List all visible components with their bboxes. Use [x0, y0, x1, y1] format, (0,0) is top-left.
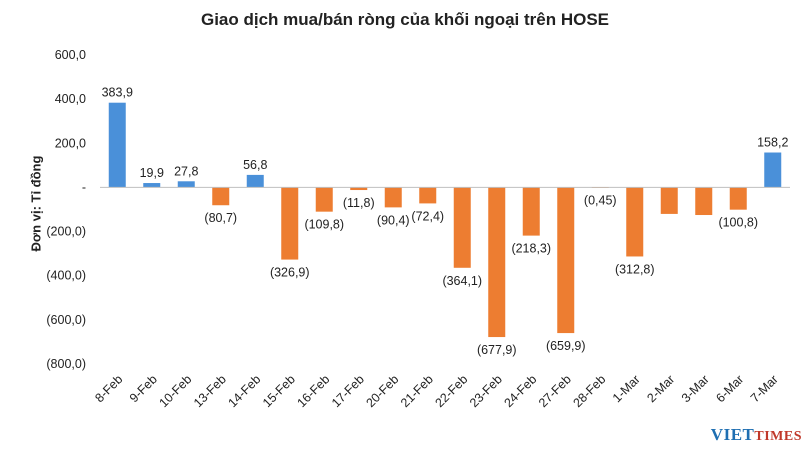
- y-tick-label: -: [82, 180, 86, 194]
- data-label: (218,3): [511, 242, 551, 256]
- x-tick-label: 14-Feb: [225, 372, 263, 410]
- data-label: 383,9: [102, 86, 133, 100]
- bar: [626, 187, 644, 257]
- data-label: (326,9): [270, 266, 310, 280]
- x-tick-label: 6-Mar: [713, 372, 746, 405]
- x-tick-label: 27-Feb: [536, 372, 574, 410]
- bar: [522, 187, 540, 236]
- data-label: 19,9: [140, 166, 164, 180]
- bar: [764, 152, 782, 188]
- data-label: (0,45): [584, 194, 617, 208]
- bar: [246, 174, 264, 188]
- bar: [350, 187, 368, 191]
- bar: [384, 187, 402, 208]
- bar: [281, 187, 299, 260]
- x-tick-label: 13-Feb: [191, 372, 229, 410]
- data-label: 27,8: [174, 164, 198, 178]
- bar: [419, 187, 437, 204]
- data-label: (11,8): [343, 196, 375, 210]
- x-tick-label: 1-Mar: [610, 372, 643, 405]
- data-labels: 383,9 19,9 27,8 (80,7) 56,8 (326,9) (109,8) (11…: [102, 86, 789, 357]
- y-tick-label: (200,0): [46, 225, 86, 239]
- bar: [177, 181, 195, 188]
- bar: [453, 187, 471, 268]
- bar: [695, 187, 713, 216]
- x-tick-label: 24-Feb: [501, 372, 539, 410]
- viettimes-logo: VIETTIMES: [711, 425, 802, 445]
- data-label: (677,9): [477, 343, 517, 357]
- x-axis-ticks: 8-Feb 9-Feb10-Feb13-Feb14-Feb15-Feb16-Feb…: [92, 372, 780, 410]
- x-tick-label: 28-Feb: [570, 372, 608, 410]
- y-tick-label: 400,0: [55, 92, 86, 106]
- data-label: (80,7): [204, 211, 237, 225]
- x-tick-label: 17-Feb: [329, 372, 367, 410]
- bar: [660, 187, 678, 214]
- bar: [729, 187, 747, 210]
- data-label: (90,4): [377, 213, 410, 227]
- x-tick-label: 2-Mar: [644, 372, 677, 405]
- x-tick-label: 15-Feb: [260, 372, 298, 410]
- bar: [212, 187, 230, 206]
- bars: [108, 102, 782, 338]
- y-axis-ticks: 600,0 400,0 200,0 - (200,0) (400,0) (600,0) (80…: [46, 48, 86, 371]
- data-label: 56,8: [243, 158, 267, 172]
- logo-viet: VIET: [710, 425, 755, 444]
- bar: [557, 187, 575, 334]
- data-label: 158,2: [757, 136, 788, 150]
- y-tick-label: (400,0): [46, 269, 86, 283]
- y-tick-label: 200,0: [55, 136, 86, 150]
- data-label: (364,1): [442, 274, 482, 288]
- data-label: (72,4): [411, 209, 444, 223]
- data-label: (659,9): [546, 339, 586, 353]
- bar: [108, 102, 126, 188]
- x-tick-label: 3-Mar: [679, 372, 712, 405]
- x-tick-label: 23-Feb: [467, 372, 505, 410]
- y-tick-label: (600,0): [46, 313, 86, 327]
- chart-title: Giao dịch mua/bán ròng của khối ngoại tr…: [200, 10, 610, 29]
- bar: [315, 187, 333, 212]
- y-tick-label: (800,0): [46, 357, 86, 371]
- x-tick-label: 10-Feb: [156, 372, 194, 410]
- bar: [143, 183, 161, 188]
- x-tick-label: 20-Feb: [363, 372, 401, 410]
- y-tick-label: 600,0: [55, 48, 86, 62]
- x-tick-label: 22-Feb: [432, 372, 470, 410]
- x-tick-label: 16-Feb: [294, 372, 332, 410]
- data-label: (100,8): [718, 216, 758, 230]
- logo-times: TIMES: [754, 429, 802, 444]
- x-tick-label: 7-Mar: [748, 372, 781, 405]
- x-tick-label: 21-Feb: [398, 372, 436, 410]
- data-label: (312,8): [615, 262, 655, 276]
- x-tick-label: 9-Feb: [127, 372, 160, 405]
- bar: [488, 187, 506, 338]
- x-tick-label: 8-Feb: [92, 372, 125, 405]
- data-label: (109,8): [304, 218, 344, 232]
